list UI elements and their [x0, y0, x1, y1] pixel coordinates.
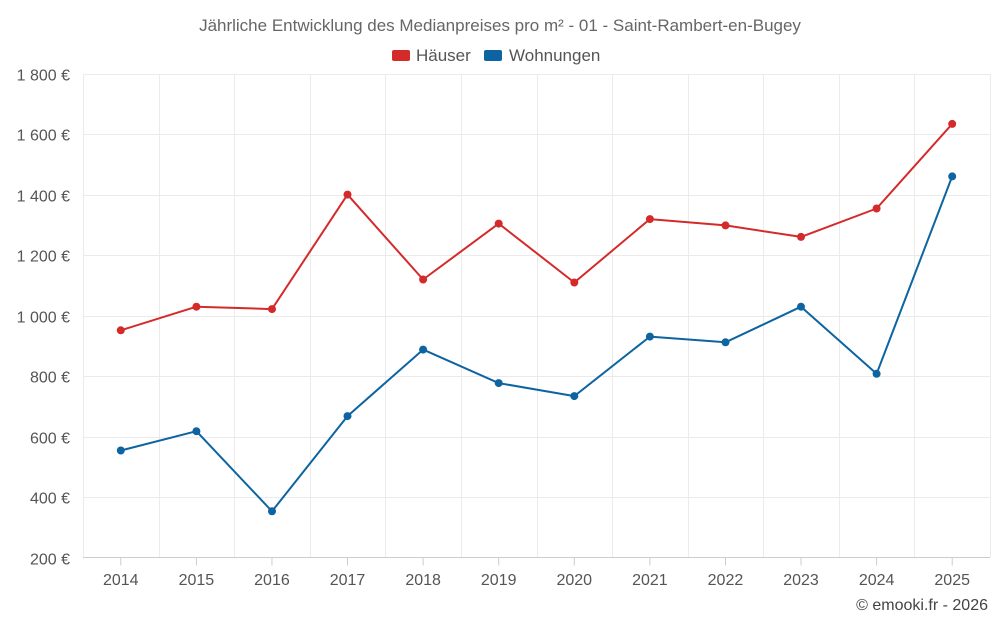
y-axis: 200 € 400 € 600 € 800 € 1 000 € 1 200 € 1 400 … — [17, 68, 70, 569]
x-tick-label: 2014 — [103, 572, 139, 589]
data-point-hauser[interactable] — [948, 119, 957, 128]
x-tick-label: 2024 — [859, 572, 895, 589]
data-point-wohnungen[interactable] — [721, 338, 730, 347]
y-tick-label: 1 200 € — [17, 249, 70, 266]
y-tick-label: 1 800 € — [17, 68, 70, 85]
x-tick-label: 2019 — [481, 572, 517, 589]
data-point-wohnungen[interactable] — [948, 172, 957, 181]
y-tick-label: 400 € — [30, 491, 70, 508]
data-point-hauser[interactable] — [192, 302, 201, 311]
data-point-hauser[interactable] — [872, 204, 881, 213]
legend-swatch-wohnungen — [484, 50, 502, 61]
legend-item-hauser[interactable]: Häuser — [392, 46, 471, 65]
data-point-hauser[interactable] — [116, 326, 125, 335]
x-tick-label: 2016 — [254, 572, 290, 589]
data-point-hauser[interactable] — [419, 275, 428, 284]
data-point-wohnungen[interactable] — [797, 302, 805, 311]
series-line-hauser[interactable] — [120, 123, 953, 332]
legend-label-hauser: Häuser — [416, 46, 471, 65]
data-point-hauser[interactable] — [721, 221, 730, 230]
y-tick-label: 200 € — [30, 552, 70, 569]
y-tick-label: 1 600 € — [17, 128, 70, 145]
x-tick-label: 2021 — [632, 572, 668, 589]
credit-text[interactable]: © emooki.fr - 2026 — [856, 597, 988, 614]
x-tick-label: 2020 — [556, 572, 592, 589]
x-tick-label: 2022 — [708, 572, 744, 589]
data-point-hauser[interactable] — [494, 219, 503, 228]
grid — [83, 74, 991, 558]
data-point-hauser[interactable] — [343, 190, 352, 199]
data-point-wohnungen[interactable] — [192, 427, 201, 436]
data-point-hauser[interactable] — [645, 215, 654, 224]
x-tick-label: 2025 — [934, 572, 970, 589]
data-point-hauser[interactable] — [570, 278, 579, 287]
data-point-hauser[interactable] — [268, 305, 276, 314]
data-point-hauser[interactable] — [797, 232, 805, 241]
legend-label-wohnungen: Wohnungen — [509, 46, 600, 65]
data-point-wohnungen[interactable] — [343, 412, 352, 421]
data-point-wohnungen[interactable] — [494, 379, 503, 388]
x-tick-label: 2015 — [179, 572, 215, 589]
y-tick-label: 1 400 € — [17, 189, 70, 206]
series-line-wohnungen[interactable] — [120, 176, 954, 513]
x-tick-label: 2017 — [330, 572, 366, 589]
x-tick-label: 2023 — [783, 572, 819, 589]
data-point-wohnungen[interactable] — [645, 332, 654, 341]
y-tick-label: 800 € — [30, 370, 70, 387]
chart-title: Jährliche Entwicklung des Medianpreises … — [199, 16, 801, 35]
legend-item-wohnungen[interactable]: Wohnungen — [484, 46, 600, 65]
data-point-wohnungen[interactable] — [872, 369, 881, 378]
legend: Häuser Wohnungen — [392, 46, 600, 65]
x-axis: 2014 2015 2016 2017 2018 2019 2020 2021 2022 2023… — [103, 557, 970, 589]
y-tick-label: 600 € — [30, 431, 70, 448]
data-point-wohnungen[interactable] — [570, 392, 579, 401]
series-group — [116, 119, 957, 516]
data-point-wohnungen[interactable] — [268, 507, 276, 516]
data-point-wohnungen[interactable] — [419, 345, 428, 354]
y-tick-label: 1 000 € — [17, 310, 70, 327]
x-tick-label: 2018 — [405, 572, 441, 589]
legend-swatch-hauser — [392, 50, 410, 61]
data-point-wohnungen[interactable] — [116, 446, 125, 455]
